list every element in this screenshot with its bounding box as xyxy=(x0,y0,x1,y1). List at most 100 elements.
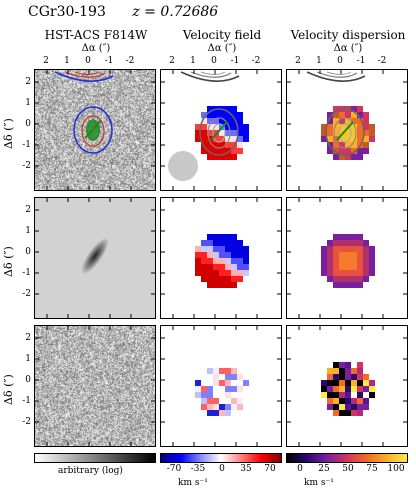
dispersion-pixel xyxy=(333,148,339,154)
model-dispersion-pixel xyxy=(327,258,333,264)
velocity-pixel xyxy=(219,136,225,142)
residual-velocity-pixel xyxy=(219,398,225,404)
residual-dispersion-pixel xyxy=(351,374,357,380)
residual-velocity-pixel xyxy=(213,380,219,386)
contour-line xyxy=(180,71,240,82)
dispersion-pixel xyxy=(321,130,327,136)
dispersion-pixel xyxy=(327,118,333,124)
dispersion-colorbar xyxy=(286,453,408,463)
residual-velocity-pixel xyxy=(231,404,237,410)
residual-velocity-pixel xyxy=(207,386,213,392)
figure-title: CGr30-193 z = 0.72686 xyxy=(28,4,218,20)
velocity-field-panel xyxy=(160,69,282,191)
model-velocity-pixel xyxy=(237,270,243,276)
contour-line xyxy=(316,71,358,78)
contour-line xyxy=(74,71,100,75)
model-dispersion-pixel xyxy=(339,246,345,252)
model-velocity-pixel xyxy=(225,258,231,264)
model-dispersion-pixel xyxy=(369,258,375,264)
residual-dispersion-pixel xyxy=(351,404,357,410)
dispersion-pixel xyxy=(345,142,351,148)
model-velocity-pixel xyxy=(207,258,213,264)
residual-dispersion-pixel xyxy=(369,380,375,386)
velocity-pixel xyxy=(237,130,243,136)
dispersion-pixel xyxy=(339,148,345,154)
residual-velocity-pixel xyxy=(219,374,225,380)
model-dispersion-pixel xyxy=(351,276,357,282)
velocity-pixel xyxy=(219,154,225,160)
velocity-pixel xyxy=(207,154,213,160)
contour-line xyxy=(333,117,357,149)
velocity-pixel xyxy=(231,118,237,124)
model-velocity-pixel xyxy=(207,270,213,276)
x-tick-label: 2 xyxy=(295,56,301,66)
residual-velocity-pixel xyxy=(213,410,219,416)
residual-velocity-pixel xyxy=(225,368,231,374)
velocity-pixel xyxy=(231,106,237,112)
residual-velocity-panel xyxy=(160,325,282,447)
model-velocity-pixel xyxy=(219,282,225,288)
model-dispersion-pixel xyxy=(363,240,369,246)
model-velocity-pixel xyxy=(195,252,201,258)
contour-line xyxy=(338,123,352,143)
residual-dispersion-pixel xyxy=(327,386,333,392)
dispersion-pixel xyxy=(363,142,369,148)
velocity-pixel xyxy=(207,106,213,112)
residual-velocity-pixel xyxy=(201,398,207,404)
model-dispersion-pixel xyxy=(333,246,339,252)
residual-dispersion-pixel xyxy=(345,368,351,374)
velocity-pixel xyxy=(201,124,207,130)
residual-dispersion-pixel xyxy=(333,374,339,380)
model-dispersion-pixel xyxy=(327,264,333,270)
velocity-pixel xyxy=(231,154,237,160)
model-velocity-pixel xyxy=(231,270,237,276)
model-dispersion-pixel xyxy=(339,240,345,246)
residual-velocity-pixel xyxy=(201,392,207,398)
x-tick-label: 1 xyxy=(316,56,322,66)
model-velocity-pixel xyxy=(207,234,213,240)
dispersion-pixel xyxy=(357,124,363,130)
residual-dispersion-pixel xyxy=(345,392,351,398)
velocity-pixel xyxy=(219,148,225,154)
velocity-pixel xyxy=(237,148,243,154)
residual-velocity-pixel xyxy=(201,404,207,410)
y-tick-label: 1 xyxy=(25,354,31,364)
residual-dispersion-pixel xyxy=(327,392,333,398)
model-velocity-pixel xyxy=(219,252,225,258)
dispersion-pixel xyxy=(339,142,345,148)
model-velocity-pixel xyxy=(243,270,249,276)
residual-dispersion-pixel xyxy=(363,374,369,380)
velocity-pixel xyxy=(231,148,237,154)
residual-dispersion-pixel xyxy=(363,404,369,410)
velocity-colorbar xyxy=(160,453,282,463)
model-dispersion-pixel xyxy=(363,276,369,282)
model-dispersion-pixel xyxy=(363,258,369,264)
model-velocity-pixel xyxy=(201,264,207,270)
model-dispersion-pixel xyxy=(321,270,327,276)
residual-dispersion-pixel xyxy=(339,362,345,368)
x-tick-label: 1 xyxy=(64,56,70,66)
column-title-velocity: Velocity field xyxy=(182,28,262,42)
contour-line xyxy=(326,71,352,75)
residual-velocity-pixel xyxy=(207,392,213,398)
model-dispersion-pixel xyxy=(351,270,357,276)
y-tick-label: 0 xyxy=(25,247,31,257)
model-velocity-pixel xyxy=(213,252,219,258)
dispersion-pixel xyxy=(351,106,357,112)
velocity-pixel xyxy=(207,124,213,130)
velocity-pixel xyxy=(213,154,219,160)
residual-velocity-pixel xyxy=(225,392,231,398)
model-velocity-pixel xyxy=(237,246,243,252)
model-dispersion-pixel xyxy=(333,258,339,264)
model-velocity-pixel xyxy=(201,240,207,246)
velocity-pixel xyxy=(219,112,225,118)
dispersion-pixel xyxy=(339,118,345,124)
dispersion-colorbar-tick: 75 xyxy=(366,464,378,474)
dispersion-pixel xyxy=(363,118,369,124)
model-dispersion-pixel xyxy=(345,270,351,276)
x-tick-label: -2 xyxy=(251,56,261,66)
model-velocity-pixel xyxy=(231,282,237,288)
residual-dispersion-pixel xyxy=(357,374,363,380)
x-tick-label: 0 xyxy=(211,56,217,66)
residual-velocity-pixel xyxy=(225,410,231,416)
